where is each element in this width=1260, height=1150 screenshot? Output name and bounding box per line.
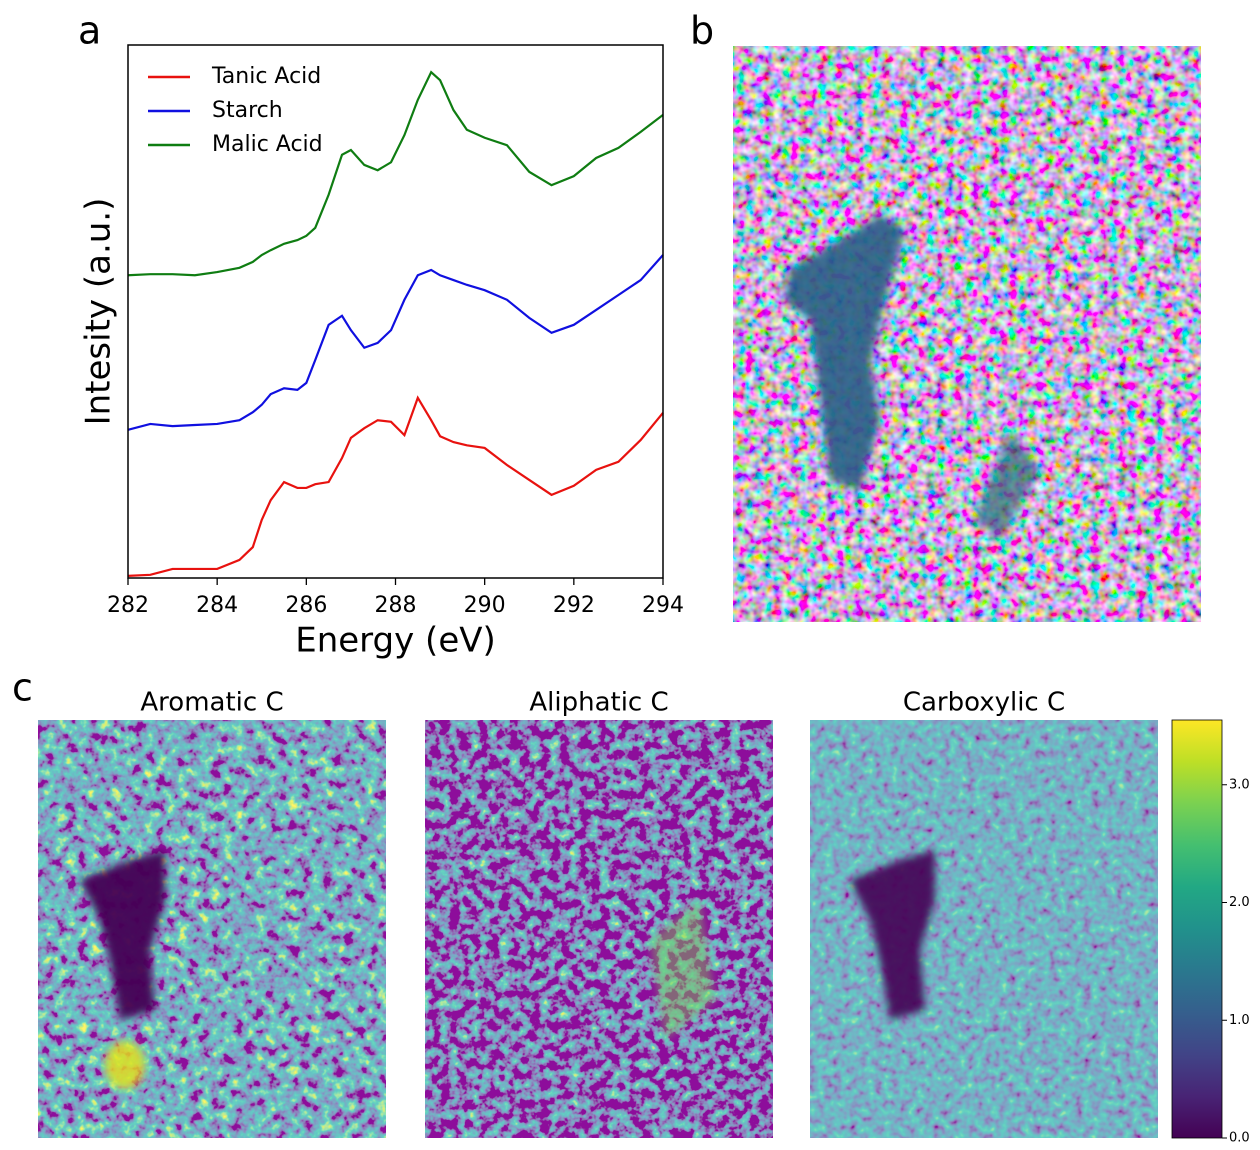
x-tick-label: 286 — [285, 593, 327, 618]
heatmap — [425, 720, 773, 1138]
panel-label: c — [12, 666, 33, 710]
heatmap-region — [650, 900, 715, 1040]
heatmap-images — [38, 720, 1222, 1138]
composite-image — [733, 46, 1201, 622]
x-tick-label: 292 — [553, 593, 595, 618]
legend-label: Malic Acid — [212, 132, 323, 157]
legend-label: Tanic Acid — [211, 64, 321, 89]
x-tick-label: 284 — [196, 593, 238, 618]
colorbar — [1172, 720, 1222, 1138]
y-axis-label: Intesity (a.u.) — [79, 198, 119, 426]
data-line — [127, 254, 664, 431]
colorbar-tick-label: 1.0 — [1229, 1013, 1250, 1028]
image-region — [785, 215, 905, 490]
heatmap — [38, 720, 386, 1138]
colorbar-tick-label: 2.0 — [1229, 895, 1250, 910]
panel-label: a — [78, 9, 101, 53]
data-line — [127, 395, 664, 577]
colorbar-tick-label: 0.0 — [1229, 1131, 1250, 1146]
data-line — [127, 70, 664, 277]
image-texture — [733, 46, 1201, 622]
panel-title: Carboxylic C — [903, 688, 1065, 718]
panel-label: b — [690, 9, 714, 53]
x-tick-label: 294 — [642, 593, 684, 618]
x-tick-label: 282 — [107, 593, 149, 618]
x-axis-label: Energy (eV) — [295, 621, 496, 661]
heatmap-region — [850, 850, 935, 1020]
heatmap — [810, 720, 1158, 1138]
colorbar-frame — [1171, 719, 1223, 1139]
legend-label: Starch — [212, 98, 283, 123]
heatmap-region — [80, 850, 165, 1020]
x-tick-label: 288 — [375, 593, 417, 618]
image-region — [975, 430, 1040, 540]
colorbar-tick-label: 3.0 — [1229, 777, 1250, 792]
panel-title: Aliphatic C — [529, 688, 668, 718]
heatmap-region — [105, 1041, 145, 1089]
x-tick-label: 290 — [464, 593, 506, 618]
panel-title: Aromatic C — [140, 688, 283, 718]
plot-frame — [127, 44, 664, 579]
